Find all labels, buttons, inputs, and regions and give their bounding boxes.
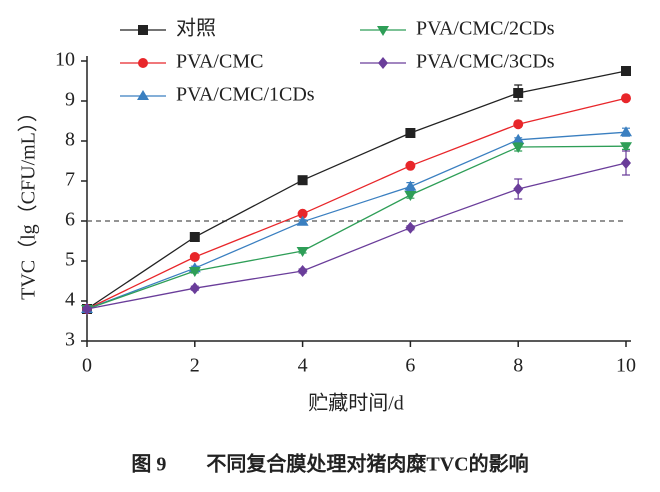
legend-label: PVA/CMC/3CDs: [416, 51, 555, 73]
marker: [405, 128, 416, 138]
series-line: [86, 70, 627, 310]
marker: [297, 265, 308, 277]
series-line: [86, 145, 627, 310]
marker: [512, 143, 525, 153]
marker: [404, 191, 417, 201]
marker: [620, 126, 632, 137]
y-tick-label: 10: [55, 49, 75, 71]
marker: [189, 252, 200, 262]
series-line: [86, 97, 627, 310]
marker: [189, 232, 200, 242]
marker: [138, 58, 148, 68]
y-tick-label: 3: [65, 329, 75, 351]
marker: [378, 57, 388, 69]
marker: [296, 247, 309, 257]
legend-label: PVA/CMC/1CDs: [176, 84, 315, 106]
x-tick-label: 2: [190, 355, 200, 377]
x-tick-label: 0: [82, 355, 92, 377]
y-tick-label: 4: [65, 289, 75, 311]
marker: [137, 90, 149, 100]
marker: [513, 119, 524, 130]
y-axis-label: TVC（lg（CFU/mL））: [17, 102, 40, 300]
marker: [297, 208, 308, 219]
series-line: [86, 131, 627, 310]
marker: [189, 282, 200, 295]
y-tick-label: 8: [65, 129, 75, 151]
x-tick-label: 4: [298, 355, 308, 377]
x-axis-label: 贮藏时间/d: [308, 392, 404, 415]
y-tick-label: 7: [65, 169, 75, 191]
caption: 图 9 不同复合膜处理对猪肉糜TVC的影响: [131, 452, 528, 476]
marker: [621, 93, 631, 104]
marker: [138, 25, 148, 35]
series-line: [86, 162, 627, 310]
legend-label: 对照: [176, 17, 216, 40]
marker: [405, 160, 416, 171]
y-tick-label: 5: [65, 249, 75, 271]
marker: [188, 267, 201, 277]
marker: [621, 157, 631, 169]
marker: [377, 26, 389, 36]
legend-label: PVA/CMC/2CDs: [416, 18, 555, 40]
marker: [404, 180, 417, 191]
legend-label: PVA/CMC: [176, 51, 263, 73]
y-tick-label: 9: [65, 89, 75, 111]
marker: [621, 66, 631, 76]
x-tick-label: 8: [513, 355, 523, 377]
marker: [297, 175, 308, 186]
marker: [405, 221, 416, 234]
x-tick-label: 10: [616, 355, 636, 377]
marker: [620, 142, 632, 153]
marker: [513, 183, 524, 195]
marker: [82, 303, 92, 315]
x-tick-label: 6: [405, 355, 415, 377]
marker: [513, 88, 524, 98]
marker: [512, 133, 525, 144]
y-tick-label: 6: [65, 209, 75, 231]
marker: [296, 215, 309, 226]
